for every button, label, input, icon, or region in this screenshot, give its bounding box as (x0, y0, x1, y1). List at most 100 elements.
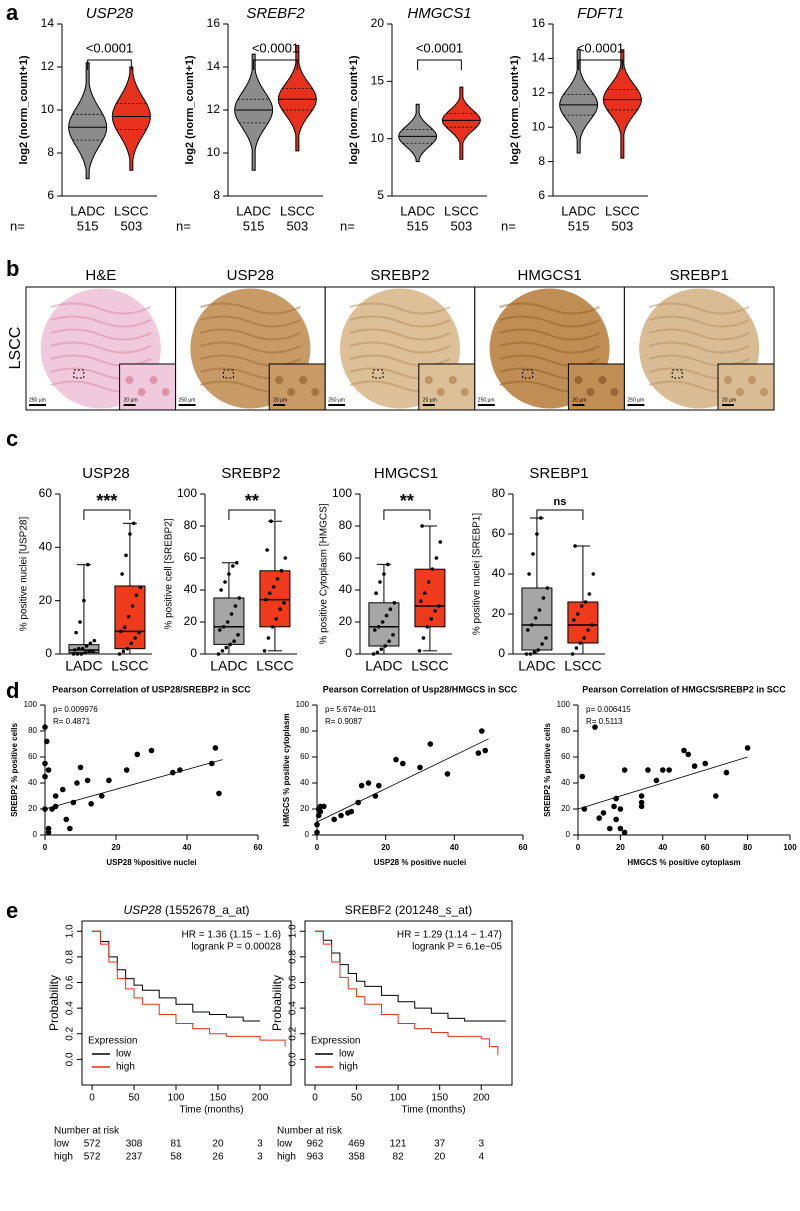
y-tick-label: 12 (41, 59, 55, 73)
data-point (279, 569, 284, 573)
y-tick-label: 10 (371, 131, 385, 145)
survival-curve (92, 930, 260, 1022)
y-tick-label: 6 (538, 188, 545, 202)
cell-nucleus (610, 388, 619, 396)
risk-value: 20 (212, 1139, 224, 1150)
y-axis-label: HMGCS % positive cytoplasm (282, 713, 291, 826)
y-axis-label: log2 (norm_count+1) (509, 55, 521, 164)
data-point (106, 777, 112, 784)
violin (68, 62, 108, 180)
risk-value: 3 (478, 1139, 484, 1150)
category-label: LADC (400, 203, 435, 218)
data-point (587, 592, 592, 596)
y-tick-label: 20 (561, 804, 570, 813)
data-point (592, 724, 598, 730)
y-tick-label: 80 (300, 726, 309, 735)
data-point (482, 747, 489, 754)
data-point (533, 616, 538, 620)
data-point (378, 580, 382, 584)
data-point (524, 652, 529, 656)
data-point (607, 825, 613, 832)
data-point (266, 636, 271, 640)
data-point (535, 532, 539, 536)
chart-title: SREBP2 (221, 465, 280, 482)
n-label: n= (501, 218, 516, 233)
y-tick-label: 8 (47, 145, 54, 159)
chart-title: Pearson Correlation of USP28/SREBP2 in S… (52, 684, 251, 694)
y-tick-label: 1.0 (288, 924, 299, 938)
chart-title: Pearson Correlation of Usp28/HMGCS in SC… (323, 684, 518, 694)
significance-bracket (536, 509, 584, 520)
x-tick-label: 150 (210, 1093, 227, 1104)
data-point (134, 593, 139, 598)
data-point (59, 786, 66, 793)
y-tick-label: 60 (492, 526, 506, 540)
data-point (544, 636, 548, 640)
cell-nucleus (460, 388, 469, 396)
x-tick-label: 20 (381, 843, 390, 852)
y-tick-label: 0.0 (65, 1052, 76, 1066)
tissue-texture (200, 328, 301, 341)
x-axis-label: Time (months) (401, 1105, 465, 1116)
risk-value: 469 (348, 1139, 365, 1150)
category-label: LADC (210, 658, 247, 674)
violin (602, 49, 642, 159)
chart-title: SREBP1 (529, 465, 588, 482)
x-tick-label: 200 (252, 1093, 269, 1104)
y-tick-label: 0.4 (288, 1001, 299, 1015)
violin (111, 66, 151, 171)
data-point (76, 646, 81, 651)
data-point (638, 793, 645, 799)
y-tick-label: 14 (532, 51, 546, 65)
y-tick-label: 80 (184, 518, 198, 532)
data-point (282, 601, 286, 605)
data-point (621, 767, 628, 773)
tissue-texture (349, 341, 451, 354)
y-tick-label: 0 (33, 830, 38, 839)
data-point (79, 652, 84, 656)
risk-value: 572 (84, 1152, 101, 1163)
risk-value: 81 (170, 1139, 182, 1150)
data-point (267, 591, 272, 595)
data-point (685, 751, 692, 758)
data-point (42, 724, 48, 730)
cell-nucleus (760, 388, 768, 396)
data-point (52, 793, 59, 799)
data-point (379, 647, 384, 651)
y-tick-label: 0 (305, 830, 310, 839)
plot-frame (304, 920, 513, 1086)
y-tick-label: 60 (300, 752, 309, 761)
data-point (42, 760, 48, 767)
scale-bar-label: 250 µm (478, 397, 495, 403)
tissue-texture (349, 302, 451, 315)
y-tick-label: 20 (39, 593, 53, 607)
y-tick-label: 8 (213, 188, 220, 202)
y-tick-label: 40 (339, 582, 353, 596)
category-label: LADC (236, 203, 271, 218)
data-point (645, 767, 651, 773)
data-point (125, 646, 130, 651)
data-point (218, 628, 222, 632)
data-point (611, 803, 617, 810)
survival-curve (92, 930, 286, 1047)
y-tick-label: 100 (296, 700, 310, 709)
tissue-texture (499, 302, 601, 315)
y-tick-label: 40 (39, 540, 53, 554)
data-point (134, 751, 141, 758)
chart-title: USP28 (1552678_a_at) (123, 903, 249, 917)
risk-value: 358 (348, 1152, 365, 1163)
y-axis-label: log2 (norm_count+1) (348, 55, 360, 164)
y-tick-label: 0 (345, 646, 352, 660)
zoom-marker (522, 369, 534, 379)
category-label: LADC (65, 658, 102, 674)
data-point (479, 728, 485, 734)
risk-value: 3 (257, 1139, 263, 1150)
risk-row-label: high (277, 1152, 296, 1163)
title-probe: (1552678_a_at) (165, 903, 250, 917)
risk-value: 4 (478, 1152, 484, 1163)
data-point (545, 586, 550, 590)
data-point (265, 548, 269, 552)
y-tick-label: 60 (184, 550, 198, 564)
data-point (600, 810, 607, 816)
zoom-marker (222, 369, 234, 379)
